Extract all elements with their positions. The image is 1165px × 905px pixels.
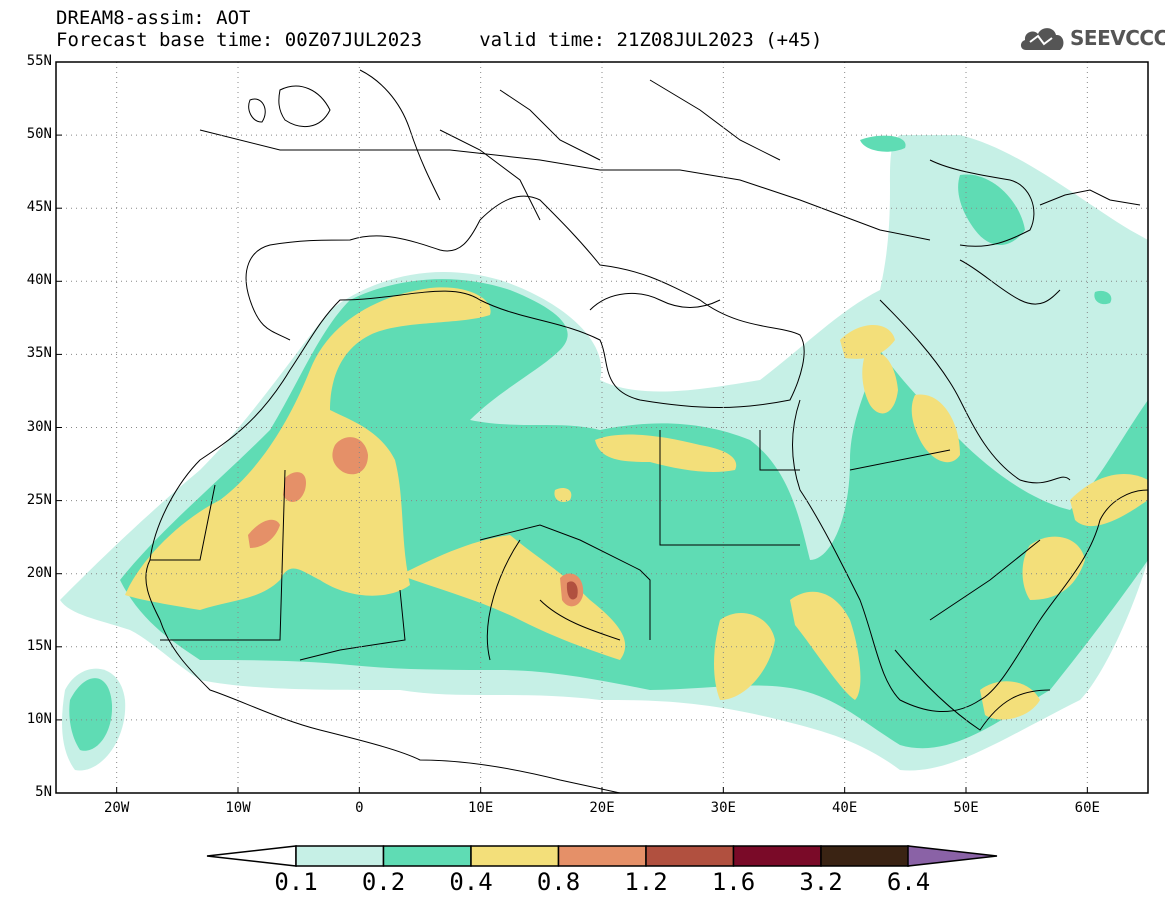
- aot-band-1.2: [566, 581, 578, 600]
- colorbar-label: 0.8: [536, 868, 581, 896]
- latitude-label: 5N: [35, 784, 52, 800]
- colorbar-label: 0.4: [449, 868, 493, 896]
- axis-ticks: [56, 61, 1088, 794]
- latitude-label: 20N: [26, 564, 52, 581]
- colorbar-low-arrow: [206, 845, 297, 867]
- longitude-label: 20E: [589, 800, 615, 816]
- colorbar-label: 6.4: [886, 868, 931, 896]
- colorbar-swatch: [470, 845, 560, 867]
- aot-shading: [60, 135, 1148, 771]
- latitude-label: 50N: [26, 126, 52, 143]
- colorbar-swatch: [382, 845, 472, 867]
- latitude-label: 10N: [26, 710, 52, 727]
- aot-band-0.8: [248, 437, 584, 607]
- cloud-icon: [1020, 28, 1064, 50]
- colorbar-label: 3.2: [799, 868, 843, 896]
- colorbar-label: 0.2: [361, 868, 406, 896]
- longitude-label: 0: [355, 800, 364, 816]
- latitude-label: 25N: [26, 491, 52, 508]
- latitude-label: 15N: [26, 637, 52, 654]
- latitude-label: 30N: [26, 418, 52, 435]
- colorbar-label: 1.6: [711, 868, 756, 896]
- colorbar-swatch: [557, 845, 647, 867]
- latitude-label: 40N: [26, 272, 52, 289]
- longitude-label: 60E: [1074, 800, 1100, 816]
- aot-band-0.4: [125, 287, 1148, 720]
- colorbar-swatch: [645, 845, 735, 867]
- longitude-label: 20W: [104, 800, 130, 816]
- colorbar-swatch: [295, 845, 385, 867]
- colorbar-high-arrow: [907, 845, 998, 867]
- forecast-times: Forecast base time: 00Z07JUL2023 valid t…: [56, 29, 823, 51]
- longitude-label: 10E: [468, 800, 494, 816]
- latitude-label: 35N: [26, 345, 52, 362]
- latitude-label: 45N: [26, 199, 52, 216]
- map-title: DREAM8-assim: AOT: [56, 7, 251, 29]
- latitude-label: 55N: [26, 53, 52, 69]
- longitude-label: 40E: [832, 800, 858, 816]
- colorbar-label: 1.2: [624, 868, 668, 896]
- colorbar-swatch: [820, 845, 910, 867]
- coastlines: [145, 69, 1148, 793]
- longitude-label: 10W: [225, 800, 251, 816]
- colorbar-label: 0.1: [274, 868, 318, 896]
- graticule: [56, 62, 1148, 793]
- logo-text: SEEVCCC: [1070, 26, 1165, 50]
- colorbar-swatch: [732, 845, 822, 867]
- colorbar: [206, 845, 998, 867]
- longitude-label: 50E: [953, 800, 979, 816]
- longitude-label: 30E: [710, 800, 736, 816]
- seevccc-logo: SEEVCCC: [1018, 22, 1165, 56]
